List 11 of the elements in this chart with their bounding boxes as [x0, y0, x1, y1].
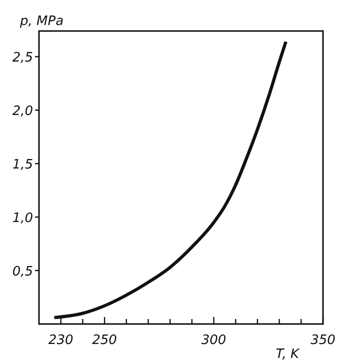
x-tick-label: 300 [201, 333, 226, 348]
x-tick-label: 250 [92, 333, 117, 348]
y-tick-label: 2,0 [12, 104, 33, 120]
y-tick-label: 2,5 [12, 50, 33, 66]
y-tick-label: 1,0 [12, 211, 33, 226]
y-tick-label: 1,5 [12, 158, 33, 173]
y-axis-title: p, MPa [19, 14, 64, 29]
x-tick-label: 350 [310, 333, 336, 348]
x-tick-label: 230 [48, 333, 74, 348]
x-axis-title: T, K [276, 347, 300, 362]
y-tick-label: 0,5 [12, 264, 33, 280]
